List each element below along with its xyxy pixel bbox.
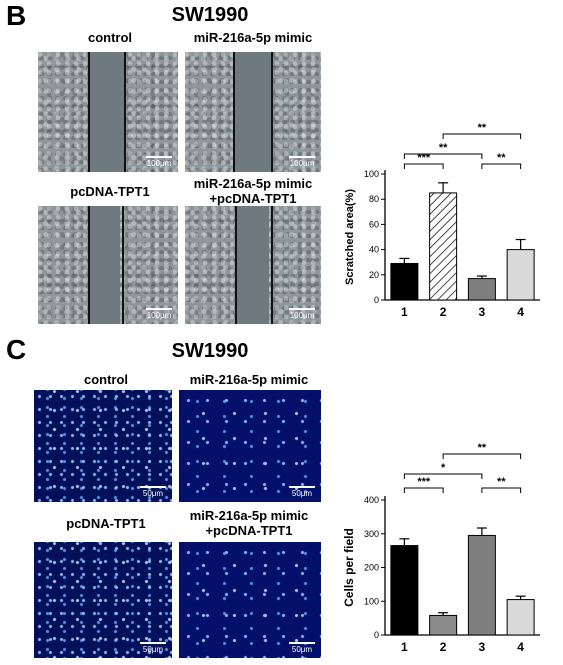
scratch-image-pcdna: 100μm <box>38 206 178 324</box>
significance-bracket <box>481 163 522 169</box>
scale-bar-label: 100μm <box>146 159 172 168</box>
y-tick-label: 60 <box>369 219 379 229</box>
scale-bar-label: 50μm <box>291 645 313 654</box>
panel-b-letter: B <box>6 0 27 31</box>
panel-c-label-combo-1: miR-216a-5p mimic <box>189 508 309 523</box>
significance-label: ** <box>478 442 487 454</box>
bar-2 <box>429 614 458 636</box>
scale-bar: 50μm <box>140 486 166 498</box>
scratch-image-mimic: 100μm <box>185 52 321 172</box>
x-tick-label: 1 <box>401 640 408 654</box>
significance-label: ** <box>439 142 448 154</box>
scale-bar-label: 50μm <box>291 489 313 498</box>
significance-bracket <box>481 487 522 493</box>
bar-1 <box>390 545 419 636</box>
scale-bar-label: 50μm <box>142 645 164 654</box>
bar-1 <box>390 262 419 301</box>
x-tick-label: 3 <box>479 640 486 654</box>
significance-bracket <box>403 163 444 169</box>
scale-bar-label: 50μm <box>142 489 164 498</box>
panel-c-letter: C <box>6 334 27 365</box>
transwell-image-combo: 50μm <box>179 542 321 658</box>
y-tick-label: 40 <box>369 245 379 255</box>
panel-b-label-combo-2: +pcDNA-TPT1 <box>209 191 297 206</box>
panel-b-label-control: control <box>87 30 133 45</box>
scale-bar-label: 100μm <box>289 159 315 168</box>
panel-c-label-combo-2: +pcDNA-TPT1 <box>205 523 293 538</box>
panel-c-title: SW1990 <box>171 340 249 362</box>
bar-2 <box>429 192 458 301</box>
y-axis-label: Cells per field <box>342 528 356 607</box>
x-tick-label: 1 <box>401 305 408 319</box>
x-tick-label: 2 <box>440 305 447 319</box>
panel-c-label-pcdna: pcDNA-TPT1 <box>66 516 146 531</box>
significance-label: ** <box>478 122 487 134</box>
significance-bracket <box>403 473 483 479</box>
panel-b-label-combo-1: miR-216a-5p mimic <box>193 176 313 191</box>
y-tick-label: 0 <box>374 295 379 305</box>
scale-bar: 100μm <box>146 308 172 320</box>
bar-4 <box>506 599 535 636</box>
scratch-image-control: 100μm <box>38 52 178 172</box>
significance-label: *** <box>417 476 431 488</box>
y-tick-label: 20 <box>369 270 379 280</box>
significance-bracket <box>442 133 522 139</box>
x-tick-label: 2 <box>440 640 447 654</box>
transwell-image-mimic: 50μm <box>179 390 321 502</box>
bar-3 <box>467 278 496 301</box>
scale-bar: 100μm <box>146 156 172 168</box>
panel-b-label-pcdna: pcDNA-TPT1 <box>70 184 150 199</box>
significance-label: ** <box>497 152 506 164</box>
panel-b-label-mimic: miR-216a-5p mimic <box>193 30 313 45</box>
transwell-image-pcdna: 50μm <box>34 542 172 658</box>
bar-4 <box>506 249 535 301</box>
significance-bracket <box>403 153 483 159</box>
y-tick-label: 300 <box>364 529 379 539</box>
y-tick-label: 100 <box>364 169 379 179</box>
y-axis-label: Scratched area(%) <box>344 189 356 285</box>
scale-bar: 100μm <box>289 156 315 168</box>
significance-bracket <box>442 453 522 459</box>
y-tick-label: 80 <box>369 194 379 204</box>
y-tick-label: 400 <box>364 495 379 505</box>
scale-bar-label: 100μm <box>289 311 315 320</box>
scale-bar: 50μm <box>289 486 315 498</box>
bar-3 <box>467 534 496 636</box>
scale-bar-label: 100μm <box>146 311 172 320</box>
panel-c-label-control: control <box>83 372 129 387</box>
panel-b-title: SW1990 <box>171 4 249 26</box>
x-tick-label: 3 <box>479 305 486 319</box>
y-tick-label: 0 <box>374 630 379 640</box>
panel-c-label-mimic: miR-216a-5p mimic <box>189 372 309 387</box>
scratch-image-combo: 100μm <box>185 206 321 324</box>
significance-bracket <box>403 487 444 493</box>
significance-label: ** <box>497 476 506 488</box>
y-tick-label: 200 <box>364 563 379 573</box>
x-tick-label: 4 <box>517 640 524 654</box>
transwell-image-control: 50μm <box>34 390 172 502</box>
scale-bar: 50μm <box>289 642 315 654</box>
y-tick-label: 100 <box>364 596 379 606</box>
scale-bar: 100μm <box>289 308 315 320</box>
significance-label: * <box>441 462 446 474</box>
significance-label: *** <box>417 152 431 164</box>
scale-bar: 50μm <box>140 642 166 654</box>
x-tick-label: 4 <box>517 305 524 319</box>
